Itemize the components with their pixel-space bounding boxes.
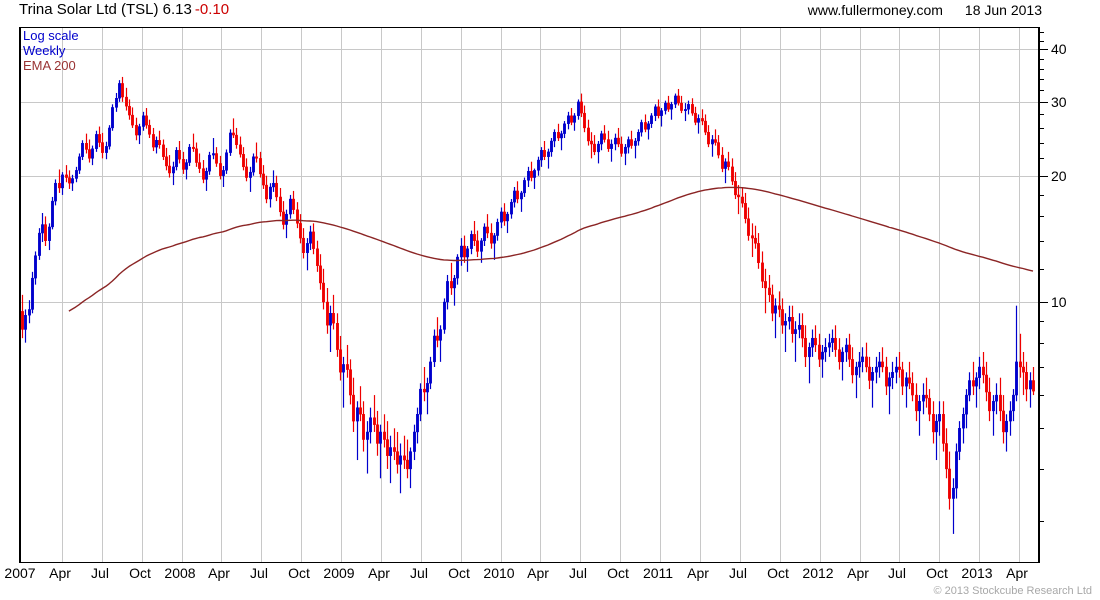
y-axis-tick-minor <box>1040 127 1044 129</box>
chart-plot-area[interactable] <box>19 27 1040 563</box>
y-axis-tick-minor <box>1040 268 1044 270</box>
y-axis-tick-major <box>1040 175 1048 177</box>
x-axis: 2007 Apr Jul Oct 2008 Apr Jul Oct 2009 Apr Jul Oct 2… <box>0 565 1100 589</box>
x-axis-label-Jul: Jul <box>91 565 109 581</box>
x-axis-label-Oct: Oct <box>448 565 470 581</box>
x-axis-label-Oct: Oct <box>129 565 151 581</box>
x-axis-label-Apr: Apr <box>527 565 549 581</box>
y-axis-tick-minor <box>1040 395 1044 397</box>
x-axis-label-Apr: Apr <box>368 565 390 581</box>
y-axis-tick-minor <box>1040 321 1044 323</box>
y-axis-tick-minor <box>1040 366 1044 368</box>
instrument-title: Trina Solar Ltd (TSL) 6.13 <box>19 1 192 18</box>
page-title: Trina Solar Ltd (TSL) 6.13 -0.10 <box>19 1 229 18</box>
y-axis-tick-minor <box>1040 40 1044 42</box>
y-axis-tick-major <box>1040 49 1048 51</box>
x-axis-label-Oct: Oct <box>607 565 629 581</box>
y-axis-tick-minor <box>1040 521 1044 523</box>
y-axis-label-40: 40 <box>1051 41 1067 58</box>
x-axis-label-2008: 2008 <box>164 565 196 581</box>
x-axis-label-2012: 2012 <box>802 565 834 581</box>
legend-frequency: Weekly <box>23 43 66 58</box>
x-axis-label-Jul: Jul <box>410 565 428 581</box>
y-axis-tick-major <box>1040 101 1048 103</box>
y-axis-tick-minor <box>1040 79 1044 81</box>
x-axis-label-2007: 2007 <box>4 565 36 581</box>
y-axis-label-10: 10 <box>1051 294 1067 310</box>
x-axis-label-Jul: Jul <box>729 565 747 581</box>
legend-scale: Log scale <box>23 28 79 43</box>
x-axis-label-2013: 2013 <box>961 565 993 581</box>
chart-canvas <box>21 28 1038 562</box>
x-axis-label-Oct: Oct <box>926 565 948 581</box>
chart-date: 18 Jun 2013 <box>964 2 1042 18</box>
y-axis-tick-minor <box>1040 194 1044 196</box>
y-axis-tick-minor <box>1040 32 1044 34</box>
chart-legend: Log scale Weekly EMA 200 <box>23 28 79 73</box>
x-axis-label-2009: 2009 <box>323 565 355 581</box>
x-axis-label-Apr: Apr <box>1006 565 1028 581</box>
x-axis-label-Apr: Apr <box>49 565 71 581</box>
y-axis-tick-minor <box>1040 468 1044 470</box>
y-axis-tick-minor <box>1040 58 1044 60</box>
website-label: www.fullermoney.com <box>807 2 943 18</box>
y-axis-tick-minor <box>1040 158 1044 160</box>
y-axis-tick-minor <box>1040 342 1044 344</box>
y-axis-tick-minor <box>1040 90 1044 92</box>
x-axis-label-Apr: Apr <box>847 565 869 581</box>
y-axis-tick-minor <box>1040 240 1044 242</box>
x-axis-label-Apr: Apr <box>687 565 709 581</box>
y-axis-tick-major <box>1040 302 1048 303</box>
y-axis-tick-minor <box>1040 216 1044 218</box>
x-axis-label-2010: 2010 <box>483 565 515 581</box>
y-axis-label-20: 20 <box>1051 167 1067 184</box>
x-axis-label-Jul: Jul <box>250 565 268 581</box>
legend-ema: EMA 200 <box>23 58 76 73</box>
y-axis: 10 20 30 40 <box>1040 27 1100 563</box>
y-axis-label-30: 30 <box>1051 93 1067 110</box>
y-axis-tick-minor <box>1040 68 1044 70</box>
candlestick-svg <box>21 28 1038 562</box>
chart-header: Trina Solar Ltd (TSL) 6.13 -0.10 www.full… <box>0 0 1100 24</box>
y-axis-tick-minor <box>1040 142 1044 144</box>
x-axis-label-Apr: Apr <box>208 565 230 581</box>
x-axis-label-Jul: Jul <box>888 565 906 581</box>
x-axis-label-2011: 2011 <box>642 565 674 581</box>
price-change: -0.10 <box>194 1 230 18</box>
x-axis-label-Oct: Oct <box>767 565 789 581</box>
x-axis-label-Oct: Oct <box>288 565 310 581</box>
header-right: www.fullermoney.com 18 Jun 2013 <box>808 2 1042 18</box>
x-axis-label-Jul: Jul <box>569 565 587 581</box>
copyright-label: © 2013 Stockcube Research Ltd <box>933 585 1092 597</box>
y-axis-tick-minor <box>1040 114 1044 116</box>
y-axis-tick-minor <box>1040 428 1044 430</box>
